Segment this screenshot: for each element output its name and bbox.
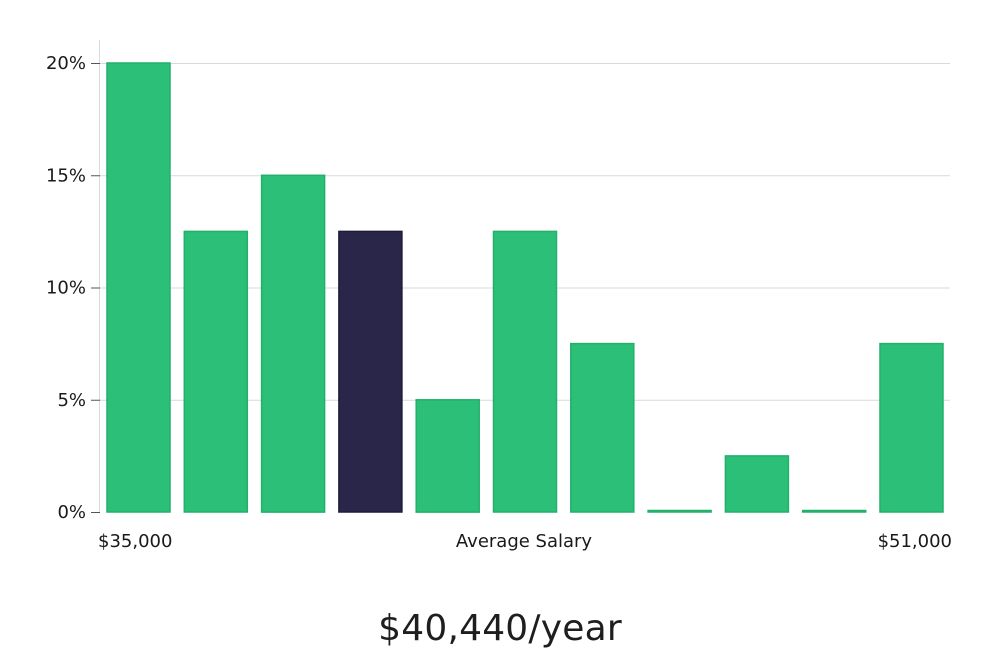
bars (106, 62, 944, 513)
x-max-label: $51,000 (878, 531, 952, 552)
y-tick-label: 0% (57, 502, 86, 523)
average-salary-value: $40,440/year (378, 608, 622, 649)
bar (801, 509, 867, 513)
y-axis-ticks: 0% 5% 10% 15% 20% (46, 53, 100, 523)
y-tick-label: 15% (46, 165, 86, 186)
x-axis-label: Average Salary (456, 531, 593, 552)
bar (647, 509, 712, 513)
bar (106, 62, 171, 513)
salary-histogram: 0% 5% 10% 15% 20% $35,000 Average Salary $51… (46, 40, 952, 552)
y-tick-label: 10% (46, 278, 86, 299)
bar (415, 399, 480, 513)
bar (724, 455, 790, 513)
bar (492, 230, 558, 513)
y-tick-label: 5% (57, 390, 86, 411)
bar (879, 342, 944, 513)
bar-highlighted (338, 230, 403, 513)
bar (183, 230, 249, 513)
x-min-label: $35,000 (98, 531, 172, 552)
bar (570, 342, 635, 513)
y-tick-label: 20% (46, 53, 86, 74)
bar (260, 174, 326, 513)
